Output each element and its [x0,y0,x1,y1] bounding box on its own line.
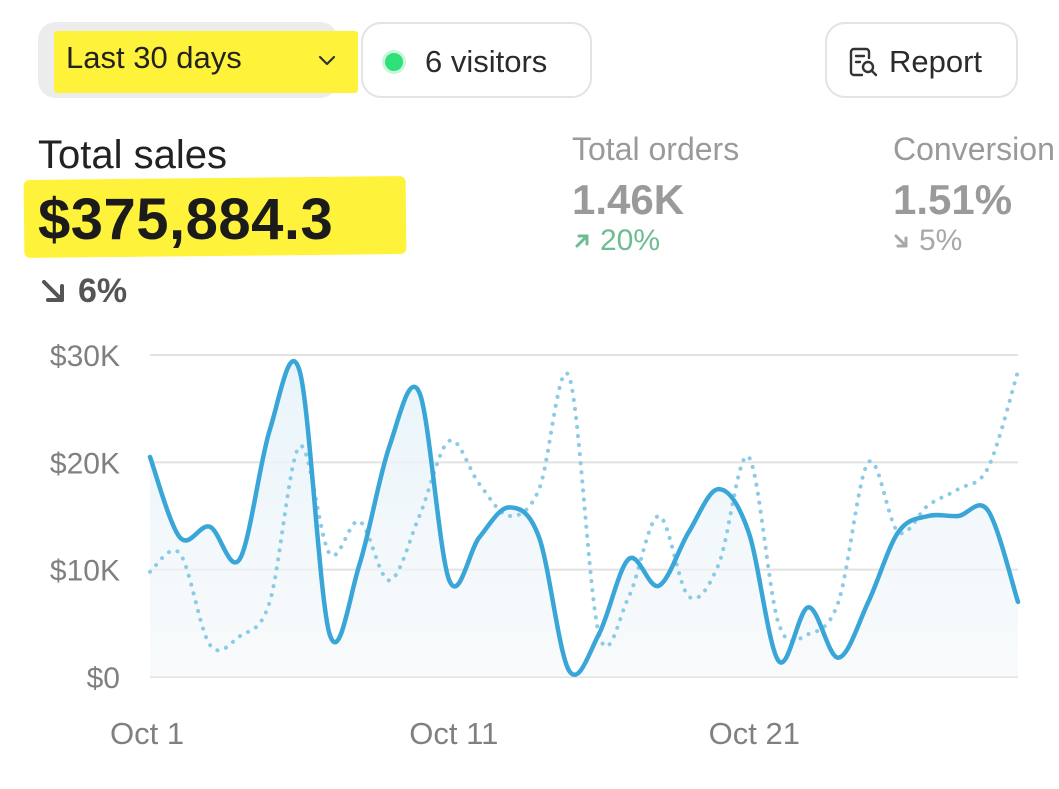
live-status-dot-icon [385,53,403,71]
x-tick-label: Oct 11 [409,716,498,751]
total-sales-change: 6% [40,272,127,311]
x-tick-label: Oct 1 [110,716,184,751]
primary-series-area [150,361,1018,677]
date-range-dropdown[interactable]: Last 30 days [38,22,358,98]
conversion-value: 1.51% [893,176,1013,223]
total-orders-change-value: 20% [600,224,661,257]
chevron-down-icon [318,55,336,66]
arrow-down-right-icon [42,279,64,302]
y-tick-label: $30K [50,340,120,373]
total-sales-label: Total sales [38,133,227,177]
y-tick-label: $20K [50,447,120,480]
chart-series [147,359,1021,677]
total-orders-value: 1.46K [572,176,685,223]
y-tick-label: $10K [50,555,120,588]
y-axis-labels: $0 $10K $20K $30K [50,340,120,695]
arrow-down-right-icon [894,234,908,248]
total-sales-value: $375,884.3 [38,187,334,252]
y-tick-label: $0 [87,662,120,695]
x-tick-label: Oct 21 [709,716,800,751]
sales-line-chart: $0 $10K $20K $30K Oct 1 Oct 11 Oct 21 [50,340,1021,751]
report-button[interactable]: Report [825,22,1018,98]
live-visitors-button[interactable]: 6 visitors [361,22,592,98]
arrow-up-right-icon [575,234,589,248]
report-search-icon [849,47,878,77]
report-label: Report [889,44,983,79]
visitors-label: 6 visitors [425,44,548,79]
range-highlight [54,31,358,93]
x-axis-labels: Oct 1 Oct 11 Oct 21 [110,716,800,751]
conversion-change: 5% [893,224,962,258]
conversion-label: Conversion [893,131,1055,167]
conversion-change-value: 5% [919,224,963,257]
total-orders-label: Total orders [572,131,740,167]
comparison-series-line [148,369,1020,653]
date-range-label: Last 30 days [66,40,242,75]
total-sales-change-value: 6% [78,272,128,310]
total-orders-change: 20% [574,224,660,258]
primary-series-line [147,359,1021,677]
